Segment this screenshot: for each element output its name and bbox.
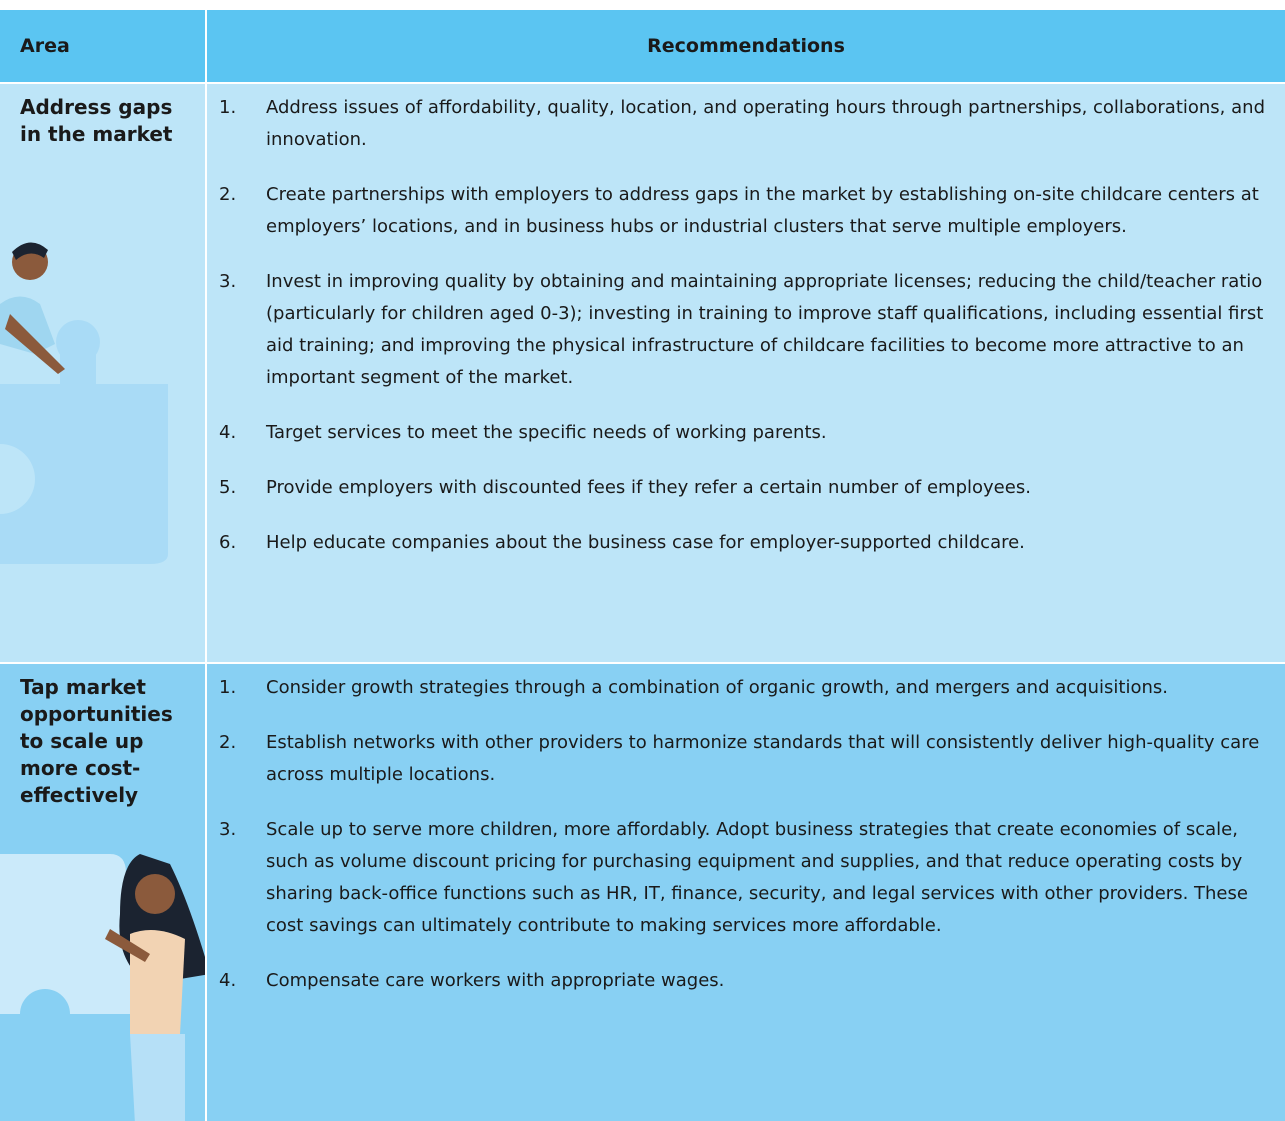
item-number: 4. [219,970,237,991]
item-text: Create partnerships with employers to ad… [266,184,1259,237]
area-cell: Address gaps in the market [0,84,207,662]
item-text: Consider growth strategies through a com… [266,677,1168,698]
recommendations-cell: 1. Address issues of affordability, quali… [207,84,1285,662]
recommendations-cell: 1. Consider growth strategies through a c… [207,664,1285,1121]
item-number: 2. [219,184,237,205]
recommendation-item: 3. Invest in improving quality by obtaini… [219,266,1265,394]
item-number: 5. [219,477,237,498]
item-text: Target services to meet the specific nee… [266,422,827,443]
area-label: Address gaps in the market [20,95,173,146]
table-row: Address gaps in the market 1. Address issu… [0,84,1285,662]
table-body: Address gaps in the market 1. Address issu… [0,84,1285,1121]
item-text: Establish networks with other providers … [266,732,1260,785]
item-number: 3. [219,819,237,840]
recommendation-item: 2. Create partnerships with employers to … [219,179,1265,243]
header-row: Area Recommendations [0,10,1285,82]
recommendation-item: 3. Scale up to serve more children, more … [219,814,1265,942]
recommendation-item: 5. Provide employers with discounted fees… [219,472,1265,504]
header-recommendations: Recommendations [647,35,845,57]
item-text: Address issues of affordability, quality… [266,97,1265,150]
recommendation-item: 1. Address issues of affordability, quali… [219,92,1265,156]
illustration [0,854,205,1121]
item-number: 1. [219,97,237,118]
illustration [0,242,168,564]
item-text: Scale up to serve more children, more af… [266,819,1248,936]
item-text: Help educate companies about the busines… [266,532,1025,553]
item-number: 6. [219,532,237,553]
area-label: Tap market opportunities to scale up mor… [20,675,173,807]
recommendations-table: Area Recommendations Address gaps in the… [0,10,1285,1121]
recommendation-item: 1. Consider growth strategies through a c… [219,672,1265,704]
item-number: 4. [219,422,237,443]
item-text: Invest in improving quality by obtaining… [266,271,1264,388]
item-text: Compensate care workers with appropriate… [266,970,725,991]
area-cell: Tap market opportunities to scale up mor… [0,664,207,1121]
item-text: Provide employers with discounted fees i… [266,477,1031,498]
recommendation-item: 4. Target services to meet the specific n… [219,417,1265,449]
header-area: Area [0,10,207,82]
table-row: Tap market opportunities to scale up mor… [0,664,1285,1121]
recommendation-item: 2. Establish networks with other provider… [219,727,1265,791]
recommendation-item: 4. Compensate care workers with appropria… [219,965,1265,997]
item-number: 1. [219,677,237,698]
item-number: 3. [219,271,237,292]
recommendation-item: 6. Help educate companies about the busin… [219,527,1265,559]
item-number: 2. [219,732,237,753]
